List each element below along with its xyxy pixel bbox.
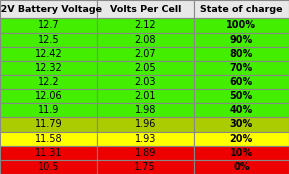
Text: 11.31: 11.31: [35, 148, 62, 158]
Text: 2.01: 2.01: [134, 91, 156, 101]
Bar: [97, 132, 194, 146]
Text: 12V Battery Voltage: 12V Battery Voltage: [0, 5, 102, 14]
Text: 60%: 60%: [230, 77, 253, 87]
Bar: [194, 89, 289, 103]
Bar: [0, 61, 97, 75]
Text: 70%: 70%: [230, 63, 253, 73]
Text: 1.75: 1.75: [134, 162, 156, 172]
Text: 12.2: 12.2: [38, 77, 59, 87]
Text: 40%: 40%: [230, 105, 253, 115]
Bar: [194, 33, 289, 47]
Bar: [97, 61, 194, 75]
Text: 12.7: 12.7: [38, 21, 59, 30]
Bar: [0, 75, 97, 89]
Text: 1.93: 1.93: [135, 134, 156, 144]
Bar: [194, 61, 289, 75]
Bar: [0, 160, 97, 174]
Text: 2.07: 2.07: [134, 49, 156, 59]
Bar: [194, 132, 289, 146]
Bar: [0, 103, 97, 117]
Text: 12.5: 12.5: [38, 35, 59, 45]
Text: 2.05: 2.05: [134, 63, 156, 73]
Bar: [0, 117, 97, 132]
Bar: [0, 47, 97, 61]
Bar: [0, 146, 97, 160]
Text: 10%: 10%: [230, 148, 253, 158]
Text: 10.5: 10.5: [38, 162, 59, 172]
Bar: [97, 33, 194, 47]
Text: 0%: 0%: [233, 162, 250, 172]
Text: 11.9: 11.9: [38, 105, 59, 115]
Bar: [97, 47, 194, 61]
Bar: [97, 146, 194, 160]
Bar: [194, 160, 289, 174]
Bar: [194, 47, 289, 61]
Text: 1.96: 1.96: [135, 120, 156, 129]
Bar: [0, 0, 97, 18]
Text: 2.03: 2.03: [134, 77, 156, 87]
Text: 12.06: 12.06: [35, 91, 62, 101]
Bar: [0, 132, 97, 146]
Text: 12.42: 12.42: [34, 49, 62, 59]
Text: 1.98: 1.98: [135, 105, 156, 115]
Text: 50%: 50%: [230, 91, 253, 101]
Bar: [97, 18, 194, 33]
Bar: [194, 117, 289, 132]
Text: State of charge: State of charge: [200, 5, 283, 14]
Bar: [0, 18, 97, 33]
Bar: [194, 18, 289, 33]
Text: 100%: 100%: [226, 21, 256, 30]
Bar: [97, 89, 194, 103]
Bar: [97, 160, 194, 174]
Bar: [0, 89, 97, 103]
Bar: [194, 0, 289, 18]
Text: 2.08: 2.08: [134, 35, 156, 45]
Text: 90%: 90%: [230, 35, 253, 45]
Text: Volts Per Cell: Volts Per Cell: [110, 5, 181, 14]
Text: 2.12: 2.12: [134, 21, 156, 30]
Bar: [0, 33, 97, 47]
Bar: [97, 117, 194, 132]
Text: 30%: 30%: [230, 120, 253, 129]
Bar: [97, 75, 194, 89]
Bar: [97, 0, 194, 18]
Text: 11.58: 11.58: [35, 134, 62, 144]
Bar: [194, 146, 289, 160]
Bar: [194, 103, 289, 117]
Text: 80%: 80%: [230, 49, 253, 59]
Text: 20%: 20%: [230, 134, 253, 144]
Text: 1.89: 1.89: [135, 148, 156, 158]
Text: 12.32: 12.32: [34, 63, 62, 73]
Text: 11.79: 11.79: [35, 120, 62, 129]
Bar: [97, 103, 194, 117]
Bar: [194, 75, 289, 89]
